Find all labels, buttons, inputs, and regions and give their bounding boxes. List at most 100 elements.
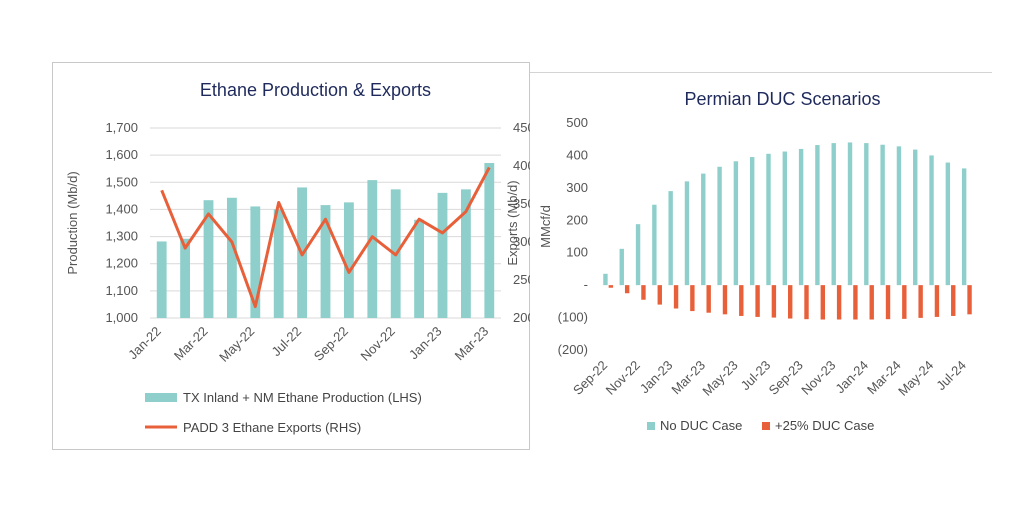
chart-title: Permian DUC Scenarios xyxy=(684,89,880,109)
legend-label-duc-plus25: +25% DUC Case xyxy=(775,418,874,433)
x-tick-label: Jan-23 xyxy=(406,324,445,363)
no-duc-bar xyxy=(652,204,657,286)
y-tick-label: 200 xyxy=(566,212,588,227)
x-tick-label: Jul-24 xyxy=(933,358,969,394)
legend-swatch-production xyxy=(145,393,177,402)
y-tick-label: 100 xyxy=(566,245,588,260)
y-tick-label: 1,600 xyxy=(105,147,138,162)
duc-plus25-bar xyxy=(641,285,646,300)
y2-tick-label: 350 xyxy=(513,196,535,211)
x-tick-label: Nov-22 xyxy=(358,324,398,364)
duc-chart-svg: Permian DUC Scenarios (200) (100) - 100 200 30… xyxy=(538,89,972,433)
no-duc-bar xyxy=(701,173,706,286)
no-duc-bar xyxy=(635,224,641,286)
no-duc-bar xyxy=(831,143,836,286)
x-tick-label: Jul-22 xyxy=(269,324,305,360)
production-bar xyxy=(343,202,354,318)
production-bar xyxy=(203,200,214,318)
y2-tick-label: 450 xyxy=(513,120,535,135)
duc-plus25-bar xyxy=(885,285,891,320)
chart-title: Ethane Production & Exports xyxy=(200,80,431,100)
y-tick-label: 1,400 xyxy=(105,201,138,216)
ethane-chart-svg: Ethane Production & Exports 1,000 1,100 1,2… xyxy=(65,80,535,435)
y-tick-label: 1,100 xyxy=(105,283,138,298)
duc-plus25-bar xyxy=(918,285,923,318)
no-duc-bar xyxy=(619,248,624,286)
production-bar xyxy=(273,209,284,318)
y2-tick-label: 300 xyxy=(513,234,535,249)
no-duc-bar xyxy=(684,181,690,286)
y2-axis-label: Exports (Mb/d) xyxy=(505,180,520,265)
y-tick-label: 1,500 xyxy=(105,174,138,189)
no-duc-bar xyxy=(896,146,902,286)
y-tick-label: 1,200 xyxy=(105,256,138,271)
x-tick-label: Sep-22 xyxy=(311,324,351,364)
y-tick-label: 300 xyxy=(566,180,588,195)
x-tick-label: May-23 xyxy=(699,358,740,399)
y2-tick-label: 400 xyxy=(513,158,535,173)
y-tick-label: 500 xyxy=(566,115,588,130)
exports-line xyxy=(160,166,491,309)
duc-plus25-bar xyxy=(657,285,662,305)
no-duc-bar xyxy=(733,161,739,286)
production-bar xyxy=(460,189,471,318)
production-bar xyxy=(180,238,191,318)
y-tick-label: - xyxy=(584,277,588,292)
x-tick-label: May-24 xyxy=(895,358,936,399)
no-duc-bar xyxy=(815,145,820,286)
production-bar xyxy=(414,219,425,318)
duc-plus25-bar xyxy=(902,285,907,319)
y2-tick-label: 200 xyxy=(513,310,535,325)
x-tick-label: Jan-24 xyxy=(832,358,871,397)
no-duc-bar xyxy=(961,168,967,286)
x-tick-label: Nov-23 xyxy=(798,358,838,398)
no-duc-bar xyxy=(913,149,918,286)
x-tick-label: Sep-23 xyxy=(766,358,806,398)
duc-plus25-bar xyxy=(804,285,809,320)
y-axis-label: MMcf/d xyxy=(538,205,553,248)
y-tick-label: (200) xyxy=(558,342,588,357)
x-tick-label: Mar-22 xyxy=(171,324,211,364)
duc-plus25-bar xyxy=(624,285,630,294)
y-axis-label: Production (Mb/d) xyxy=(65,171,80,274)
no-duc-bar xyxy=(717,166,722,286)
duc-plus25-bar xyxy=(853,285,858,320)
production-bar xyxy=(367,180,378,318)
legend-label-no-duc: No DUC Case xyxy=(660,418,742,433)
no-duc-bar xyxy=(880,144,885,286)
no-duc-bar xyxy=(749,157,755,286)
no-duc-bar xyxy=(798,148,804,286)
production-bar xyxy=(156,241,167,318)
duc-plus25-bar xyxy=(788,285,793,319)
x-tick-label: Sep-22 xyxy=(570,358,610,398)
duc-plus25-bar xyxy=(869,285,874,320)
duc-chart-panel: Permian DUC Scenarios (200) (100) - 100 200 30… xyxy=(530,72,992,442)
no-duc-bar xyxy=(603,273,608,286)
legend-label-exports: PADD 3 Ethane Exports (RHS) xyxy=(183,420,361,435)
duc-plus25-bar xyxy=(755,285,760,317)
production-bar xyxy=(250,206,261,318)
legend-swatch-duc-plus25 xyxy=(762,422,770,430)
no-duc-bar xyxy=(782,151,787,286)
legend-label-production: TX Inland + NM Ethane Production (LHS) xyxy=(183,390,422,405)
ethane-chart-panel: Ethane Production & Exports 1,000 1,100 1,2… xyxy=(52,62,535,450)
no-duc-bar xyxy=(945,162,951,286)
production-bar xyxy=(320,205,331,318)
x-tick-label: Jan-23 xyxy=(637,358,676,397)
duc-plus25-bar xyxy=(820,285,826,320)
duc-plus25-bar xyxy=(673,285,679,309)
no-duc-bar xyxy=(668,191,673,286)
y-tick-label: 400 xyxy=(566,147,588,162)
legend-swatch-no-duc xyxy=(647,422,655,430)
y2-tick-label: 250 xyxy=(513,272,535,287)
duc-plus25-bar xyxy=(771,285,777,318)
no-duc-bar xyxy=(864,143,869,286)
duc-plus25-bar xyxy=(608,285,614,288)
y-tick-label: 1,300 xyxy=(105,229,138,244)
x-tick-label: Mar-23 xyxy=(452,324,492,364)
duc-plus25-bar xyxy=(836,285,842,320)
x-tick-label: Nov-22 xyxy=(603,358,643,398)
duc-plus25-bar xyxy=(739,285,744,316)
production-bar xyxy=(226,197,237,318)
production-bar xyxy=(484,163,495,318)
